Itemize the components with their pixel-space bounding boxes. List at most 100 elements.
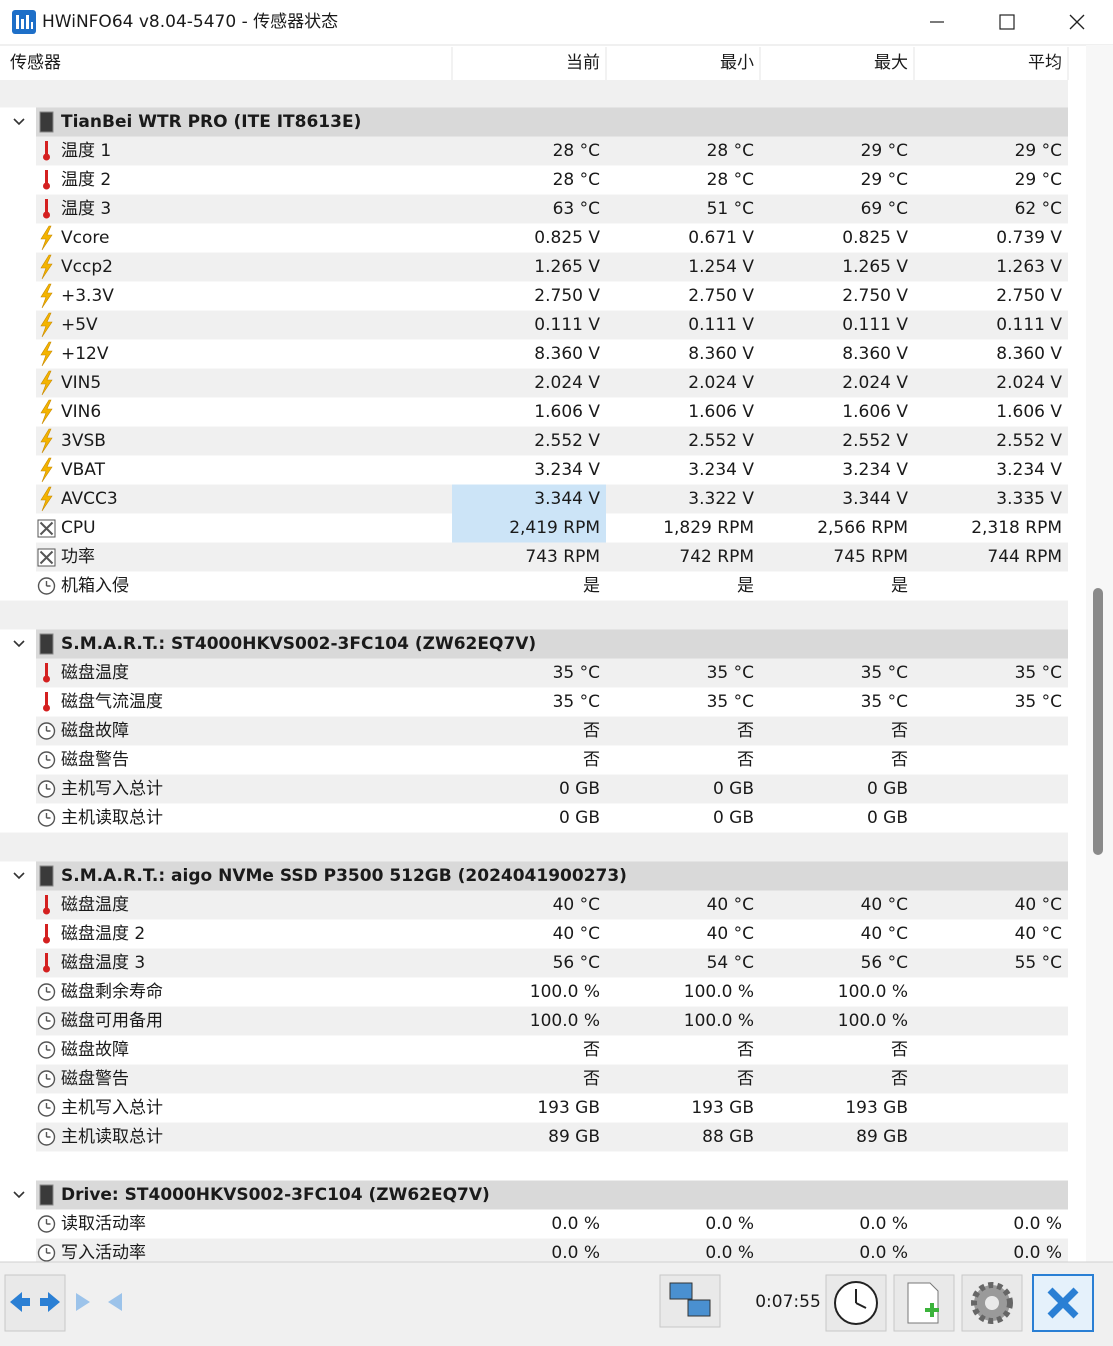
sensor-row[interactable] [36,774,1068,804]
sensor-label[interactable]: 3VSB [61,431,106,451]
sensor-row[interactable] [36,397,1068,427]
scrollbar-thumb[interactable] [1093,588,1103,855]
expand-chevron[interactable] [13,1191,25,1199]
sensor-label[interactable]: 磁盘故障 [61,721,129,741]
sensor-label[interactable]: 温度 2 [61,170,111,190]
sensor-row[interactable] [36,194,1068,224]
sensor-label[interactable]: +5V [61,315,98,335]
sensor-row[interactable] [36,542,1068,572]
sensor-row[interactable] [36,281,1068,311]
sensor-label[interactable]: +12V [61,344,109,364]
sensor-label[interactable]: 磁盘温度 [61,895,129,915]
column-title[interactable]: 当前 [566,53,600,73]
group-row[interactable] [36,1180,1068,1210]
sensor-row[interactable] [36,1122,1068,1152]
sensor-label[interactable]: 主机写入总计 [61,779,163,799]
sensor-row[interactable] [36,1064,1068,1094]
sensor-label[interactable]: 磁盘警告 [61,750,129,770]
sensor-row[interactable] [36,890,1068,920]
sensor-label[interactable]: VBAT [61,460,106,480]
sensor-label[interactable]: CPU [61,518,96,538]
column-title[interactable]: 传感器 [10,53,61,73]
sensor-label[interactable]: 机箱入侵 [61,576,129,596]
sensor-row[interactable] [36,803,1068,833]
sensor-row[interactable] [36,223,1068,253]
sensor-label[interactable]: 功率 [61,547,95,567]
sensor-row[interactable] [36,977,1068,1007]
maximize-button[interactable] [999,14,1015,30]
sensor-label[interactable]: VIN5 [61,373,101,393]
sensor-label[interactable]: Vcore [61,228,109,248]
sensor-label[interactable]: 磁盘温度 2 [61,924,145,944]
sensor-label[interactable]: 磁盘剩余寿命 [61,982,163,1002]
sensor-row[interactable] [36,1209,1068,1239]
sensor-row[interactable] [36,658,1068,688]
sensor-label[interactable]: 磁盘气流温度 [61,692,163,712]
sensor-row[interactable] [36,687,1068,717]
sensor-value: 2.552 V [996,431,1062,451]
close-sensors-button[interactable] [1032,1274,1094,1332]
sensor-row[interactable] [36,455,1068,485]
sensor-label[interactable]: 主机写入总计 [61,1098,163,1118]
sensor-label[interactable]: 磁盘可用备用 [61,1011,163,1031]
column-title[interactable]: 平均 [1028,53,1062,73]
sensor-row[interactable] [36,136,1068,166]
settings-button[interactable] [961,1274,1023,1332]
sensor-value: 35 °C [861,663,908,683]
sensor-label[interactable]: 主机读取总计 [61,808,163,828]
sensor-value: 28 °C [553,170,600,190]
sensor-value: 40 °C [861,895,908,915]
sensor-row[interactable] [36,1006,1068,1036]
sensor-label[interactable]: Vccp2 [61,257,113,277]
sensor-label[interactable]: 温度 3 [61,199,111,219]
expand-chevron[interactable] [13,118,25,126]
group-row[interactable] [36,107,1068,137]
sensor-row[interactable] [36,1093,1068,1123]
timer-button[interactable] [825,1274,887,1332]
sensor-row[interactable] [36,252,1068,282]
sensor-value: 2.024 V [534,373,600,393]
sensor-row[interactable] [36,919,1068,949]
column-title[interactable]: 最小 [720,53,754,73]
sensor-label[interactable]: +3.3V [61,286,114,306]
close-button[interactable] [1069,14,1085,30]
group-name[interactable]: S.M.A.R.T.: ST4000HKVS002-3FC104 (ZW62EQ… [61,634,536,654]
sensor-value: 40 °C [553,895,600,915]
expand-chevron[interactable] [13,872,25,880]
sensor-label[interactable]: 磁盘故障 [61,1040,129,1060]
sensor-icon [37,722,56,740]
sensor-row[interactable] [36,948,1068,978]
sensor-row[interactable] [36,571,1068,601]
sensor-row[interactable] [36,1035,1068,1065]
sensor-label[interactable]: 磁盘警告 [61,1069,129,1089]
group-row[interactable] [36,629,1068,659]
sensor-value: 2.024 V [688,373,754,393]
sensor-row[interactable] [36,426,1068,456]
group-row[interactable] [36,861,1068,891]
expand-chevron[interactable] [13,640,25,648]
sensor-label[interactable]: VIN6 [61,402,101,422]
sensor-row[interactable] [36,745,1068,775]
group-name[interactable]: S.M.A.R.T.: aigo NVMe SSD P3500 512GB (2… [61,866,627,886]
sensor-row[interactable] [36,1238,1068,1268]
sensor-label[interactable]: 读取活动率 [61,1214,146,1234]
sensor-row[interactable] [36,368,1068,398]
sensor-label[interactable]: 磁盘温度 [61,663,129,683]
sensor-label[interactable]: 磁盘温度 3 [61,953,145,973]
sensor-row[interactable] [36,339,1068,369]
sensor-label[interactable]: 温度 1 [61,141,111,161]
collapse-button[interactable] [68,1275,128,1331]
column-title[interactable]: 最大 [874,53,908,73]
sensor-row[interactable] [36,165,1068,195]
sensor-label[interactable]: AVCC3 [61,489,118,509]
group-name[interactable]: TianBei WTR PRO (ITE IT8613E) [61,112,361,132]
sensor-row[interactable] [36,716,1068,746]
group-name[interactable]: Drive: ST4000HKVS002-3FC104 (ZW62EQ7V) [61,1185,490,1205]
sensor-row[interactable] [36,310,1068,340]
back-forward-button[interactable] [4,1274,66,1332]
network-button[interactable] [659,1274,721,1328]
sensor-label[interactable]: 写入活动率 [61,1243,146,1263]
sensor-icon [43,924,50,944]
report-button[interactable] [893,1274,955,1332]
sensor-label[interactable]: 主机读取总计 [61,1127,163,1147]
